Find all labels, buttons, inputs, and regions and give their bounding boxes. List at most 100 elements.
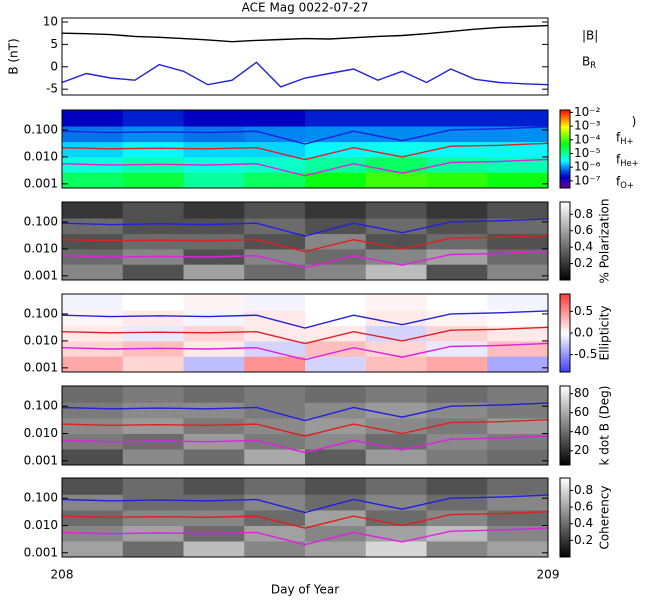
heatmap-cell bbox=[244, 126, 306, 143]
colorbar-swatch bbox=[560, 164, 570, 168]
colorbar-swatch bbox=[560, 111, 570, 115]
heatmap-cell bbox=[305, 126, 367, 143]
colorbar-swatch bbox=[560, 264, 570, 267]
heatmap-cell bbox=[244, 172, 306, 188]
heatmap-cell bbox=[244, 494, 306, 511]
colorbar-swatch bbox=[560, 358, 570, 361]
heatmap-cell bbox=[183, 402, 245, 419]
y-tick-label: 0.010 bbox=[24, 241, 58, 255]
colorbar-tick-label: 20 bbox=[574, 443, 589, 457]
x-axis-label: Day of Year bbox=[271, 583, 339, 597]
colorbar-swatch bbox=[560, 184, 570, 187]
y-tick-label: 0.100 bbox=[24, 399, 58, 413]
colorbar-swatch bbox=[560, 545, 570, 548]
plot-area bbox=[62, 110, 548, 188]
heatmap-cell bbox=[487, 202, 548, 219]
colorbar-swatch bbox=[560, 209, 570, 213]
heatmap-cell bbox=[426, 248, 488, 265]
heatmap-cell bbox=[244, 141, 306, 158]
colorbar-tick-label: 0.2 bbox=[574, 256, 593, 270]
heatmap-cell bbox=[122, 141, 184, 158]
colorbar-swatch bbox=[560, 350, 570, 353]
colorbar-swatch bbox=[560, 362, 570, 365]
colorbar-label: % Polarization bbox=[598, 199, 612, 284]
heatmap-cell bbox=[426, 433, 488, 450]
heatmap-cell bbox=[426, 310, 488, 327]
plot-area bbox=[62, 478, 548, 557]
colorbar-swatch bbox=[560, 237, 570, 240]
colorbar-swatch bbox=[560, 117, 570, 121]
plot-frame bbox=[61, 293, 549, 373]
colorbar-swatch bbox=[560, 202, 570, 205]
heatmap-cell bbox=[365, 110, 427, 127]
plot-area bbox=[62, 294, 548, 372]
heatmap-cell bbox=[426, 126, 488, 143]
colorbar-swatch bbox=[560, 274, 570, 277]
heatmap-cell bbox=[122, 218, 184, 235]
colorbar-swatch bbox=[560, 323, 570, 326]
colorbar-swatch bbox=[560, 334, 570, 338]
heatmap-cell bbox=[122, 294, 184, 311]
heatmap-cell bbox=[244, 478, 306, 495]
heatmap-cell bbox=[244, 325, 306, 342]
colorbar-swatch bbox=[560, 131, 570, 134]
y-tick-label: 0.001 bbox=[24, 545, 58, 559]
heatmap-cell bbox=[487, 402, 548, 419]
colorbar-swatch bbox=[560, 487, 570, 491]
colorbar-swatch bbox=[560, 368, 570, 371]
heatmap-cell bbox=[365, 449, 427, 465]
colorbar-swatch bbox=[560, 160, 570, 164]
colorbar-swatch bbox=[560, 551, 570, 554]
colorbar-swatch bbox=[560, 535, 570, 538]
colorbar-swatch bbox=[560, 478, 570, 481]
heatmap-cell bbox=[365, 541, 427, 557]
heatmap-cell bbox=[426, 494, 488, 511]
colorbar-swatch bbox=[560, 549, 570, 552]
colorbar-swatch bbox=[560, 409, 570, 413]
colorbar-swatch bbox=[560, 266, 570, 269]
colorbar-swatch bbox=[560, 233, 570, 236]
colorbar-swatch bbox=[560, 387, 570, 391]
colorbar-swatch bbox=[560, 172, 570, 175]
colorbar-swatch bbox=[560, 272, 570, 275]
heatmap-cell bbox=[62, 172, 124, 188]
y-tick-label: 0.100 bbox=[24, 122, 58, 136]
heatmap-cell bbox=[365, 509, 427, 526]
heatmap-cell bbox=[62, 402, 124, 419]
colorbar-swatch bbox=[560, 523, 570, 526]
colorbar-swatch bbox=[560, 397, 570, 401]
colorbar-tick-label: 0.2 bbox=[574, 533, 593, 547]
heatmap-cell bbox=[365, 478, 427, 495]
heatmap-cell bbox=[122, 325, 184, 342]
colorbar-swatch bbox=[560, 154, 570, 158]
colorbar-swatch bbox=[560, 481, 570, 485]
heatmap-cell bbox=[183, 110, 245, 127]
heatmap-cell bbox=[62, 141, 124, 158]
colorbar-swatch bbox=[560, 521, 570, 524]
heatmap-cell bbox=[62, 110, 124, 127]
colorbar-frame bbox=[559, 477, 571, 558]
heatmap-cell bbox=[244, 417, 306, 434]
plot-frame bbox=[61, 385, 549, 466]
colorbar-swatch bbox=[560, 329, 570, 332]
colorbar-swatch bbox=[560, 331, 570, 334]
heatmap-cell bbox=[426, 449, 488, 465]
colorbar-swatch bbox=[560, 459, 570, 462]
colorbar-swatch bbox=[560, 555, 570, 558]
colorbar-swatch bbox=[560, 417, 570, 421]
colorbar-swatch bbox=[560, 313, 570, 316]
heatmap-cell bbox=[426, 402, 488, 419]
colorbar-swatch bbox=[560, 229, 570, 232]
heatmap-cell bbox=[62, 494, 124, 511]
heatmap-cell bbox=[122, 494, 184, 511]
colorbar-swatch bbox=[560, 317, 570, 320]
colorbar-swatch bbox=[560, 145, 570, 148]
heatmap-cell bbox=[305, 156, 367, 173]
y-tick-label: 0.100 bbox=[24, 214, 58, 228]
colorbar-swatch bbox=[560, 262, 570, 265]
heatmap-cell bbox=[426, 202, 488, 219]
colorbar-swatch bbox=[560, 152, 570, 156]
colorbar-swatch bbox=[560, 366, 570, 369]
colorbar-swatch bbox=[560, 356, 570, 359]
series-line bbox=[62, 527, 548, 546]
